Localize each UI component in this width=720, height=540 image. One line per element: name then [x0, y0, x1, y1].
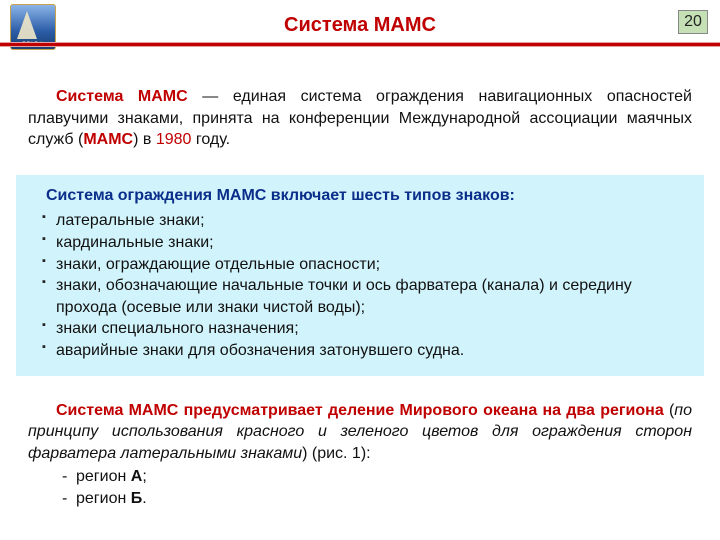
types-box: Система ограждения МАМС включает шесть т…: [16, 175, 704, 376]
list-item: знаки специального назначения;: [42, 318, 686, 340]
definition-dash: —: [188, 88, 233, 105]
slide-header: БГАРФ Система МАМС 20: [0, 0, 720, 54]
regions-paragraph: Система МАМС предусматривает деление Мир…: [16, 390, 704, 520]
regions-sub-open: (: [664, 402, 675, 419]
definition-paragraph: Система МАМС — единая система ограждения…: [16, 76, 704, 161]
regions-list: регион А; регион Б.: [28, 466, 692, 509]
regions-sub-close: ): [302, 445, 312, 462]
definition-abbr: МАМС: [83, 131, 133, 148]
list-item: аварийные знаки для обозначения затонувш…: [42, 340, 686, 362]
list-item: знаки, ограждающие отдельные опасности;: [42, 254, 686, 276]
regions-figref: (рис. 1):: [312, 445, 371, 462]
definition-body2: ) в: [133, 131, 156, 148]
definition-lead: Система МАМС: [56, 88, 188, 105]
types-list: латеральные знаки; кардинальные знаки; з…: [34, 210, 686, 361]
page-title: Система МАМС: [0, 14, 720, 37]
list-item: кардинальные знаки;: [42, 232, 686, 254]
header-divider: [0, 42, 720, 47]
list-item: регион Б.: [62, 488, 692, 510]
types-title: Система ограждения МАМС включает шесть т…: [34, 185, 686, 207]
regions-lead: Система МАМС предусматривает деление Мир…: [56, 402, 664, 419]
page-number-badge: 20: [678, 10, 708, 34]
list-item: латеральные знаки;: [42, 210, 686, 232]
definition-year: 1980: [156, 131, 192, 148]
definition-body3: году.: [191, 131, 230, 148]
list-item: регион А;: [62, 466, 692, 488]
list-item: знаки, обозначающие начальные точки и ос…: [42, 275, 686, 318]
